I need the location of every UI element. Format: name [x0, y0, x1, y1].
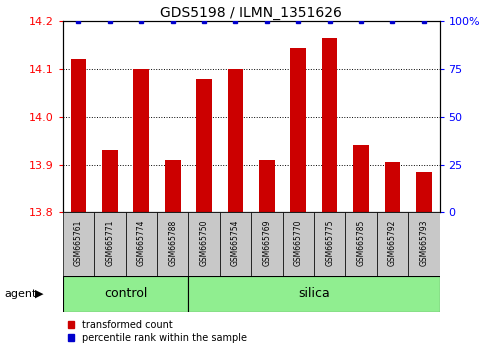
Bar	[345, 212, 377, 276]
Bar	[188, 212, 220, 276]
Bar	[63, 276, 188, 312]
Bar	[377, 212, 408, 276]
Bar	[290, 47, 306, 212]
Bar	[408, 212, 440, 276]
Text: GSM665771: GSM665771	[105, 220, 114, 266]
Bar	[251, 212, 283, 276]
Bar	[196, 79, 212, 212]
Text: GSM665769: GSM665769	[262, 220, 271, 266]
Title: GDS5198 / ILMN_1351626: GDS5198 / ILMN_1351626	[160, 6, 342, 20]
Bar	[63, 212, 94, 276]
Bar	[126, 212, 157, 276]
Bar	[353, 145, 369, 212]
Text: ▶: ▶	[35, 289, 43, 299]
Bar	[227, 69, 243, 212]
Text: GSM665775: GSM665775	[325, 220, 334, 266]
Bar	[133, 69, 149, 212]
Text: GSM665774: GSM665774	[137, 220, 146, 266]
Bar	[165, 160, 181, 212]
Text: GSM665750: GSM665750	[199, 220, 209, 266]
Bar	[157, 212, 188, 276]
Bar	[188, 276, 440, 312]
Text: GSM665792: GSM665792	[388, 220, 397, 266]
Text: GSM665761: GSM665761	[74, 220, 83, 266]
Bar	[102, 150, 118, 212]
Legend: transformed count, percentile rank within the sample: transformed count, percentile rank withi…	[68, 320, 247, 343]
Text: GSM665754: GSM665754	[231, 220, 240, 266]
Text: GSM665785: GSM665785	[356, 220, 366, 266]
Bar	[283, 212, 314, 276]
Text: GSM665793: GSM665793	[419, 220, 428, 266]
Text: agent: agent	[5, 289, 37, 299]
Bar	[416, 172, 432, 212]
Bar	[314, 212, 345, 276]
Bar	[94, 212, 126, 276]
Bar	[71, 59, 86, 212]
Bar	[322, 38, 338, 212]
Text: silica: silica	[298, 287, 330, 300]
Bar	[384, 162, 400, 212]
Bar	[259, 160, 275, 212]
Text: control: control	[104, 287, 147, 300]
Text: GSM665770: GSM665770	[294, 220, 303, 266]
Text: GSM665788: GSM665788	[168, 220, 177, 266]
Bar	[220, 212, 251, 276]
